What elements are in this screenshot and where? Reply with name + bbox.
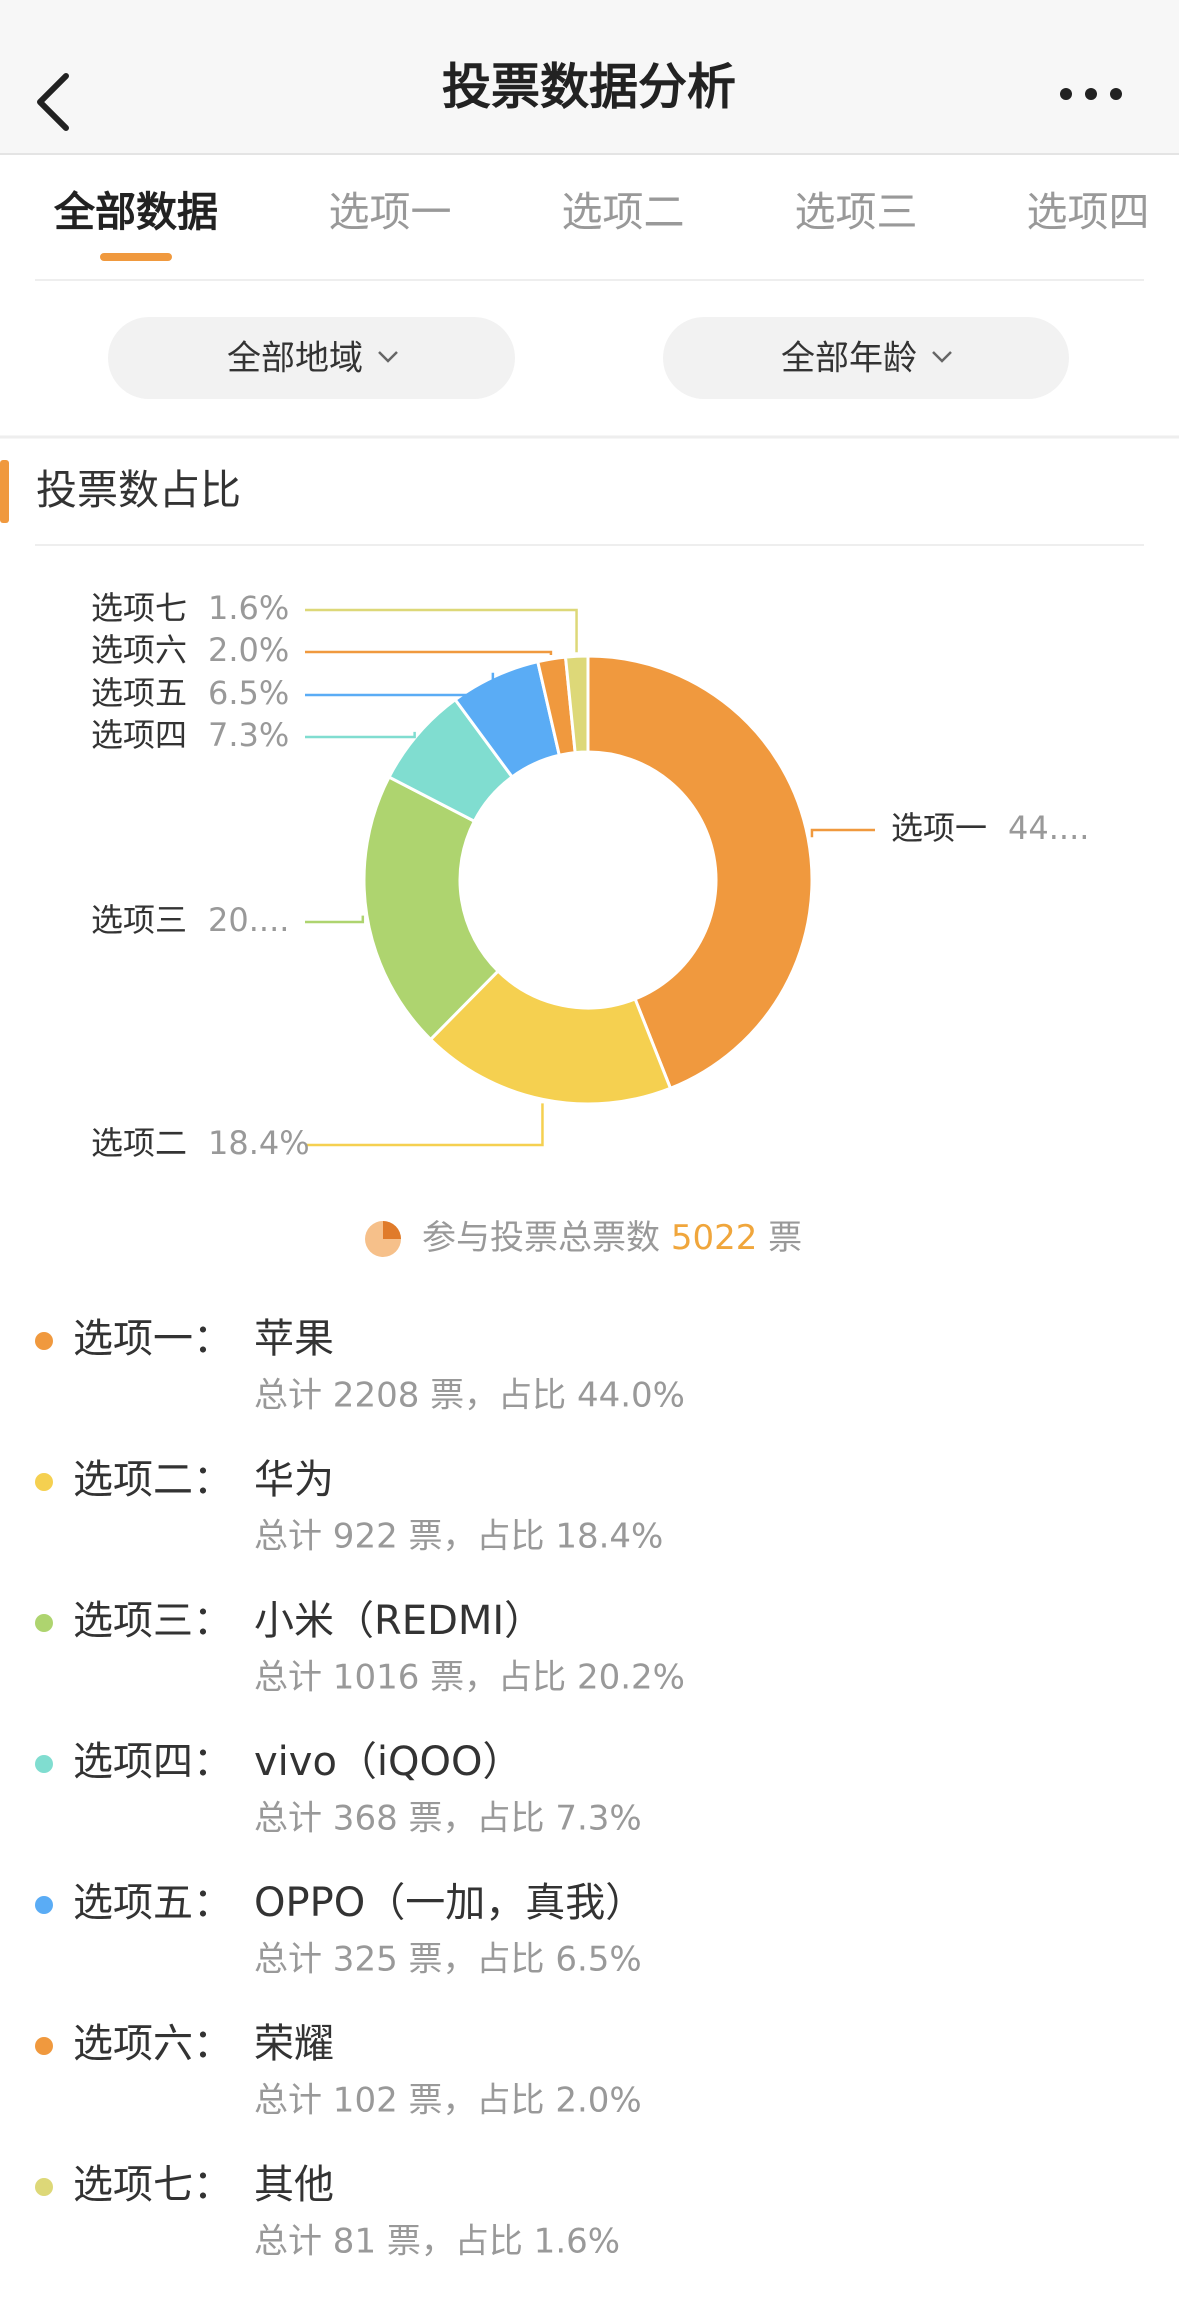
slice-label: 选项七 [91,589,187,627]
option-label: 选项四： [73,1739,233,1785]
filter-label: 全部地域 [227,339,363,379]
slice-label: 选项六 [91,631,187,669]
slice [563,654,590,755]
total-line: 参与投票总票数 5022 票 [422,1218,802,1258]
slice [586,654,814,1091]
slice-value-label: 1.6% [208,589,289,627]
option-name: 其他 [254,2162,334,2208]
slice-value-label: 44.... [1008,809,1089,847]
option-detail: 总计 102 票，占比 2.0% [254,2081,642,2121]
option-dot [35,1332,53,1350]
section-marker [0,460,9,523]
more-button[interactable] [1060,88,1122,100]
option-dot [35,1896,53,1914]
option-label: 选项三： [73,1598,233,1644]
tab[interactable]: 选项一 [329,188,452,236]
leader-line [305,650,553,656]
leader-line [305,731,416,739]
option-name: 荣耀 [254,2021,334,2067]
option-label: 选项五： [73,1880,233,1926]
option-name: OPPO（一加，真我） [254,1880,645,1926]
leader-line [810,828,875,838]
option-name: vivo（iQOO） [254,1739,523,1785]
tab[interactable]: 选项四 [1027,188,1150,236]
option-name: 苹果 [254,1316,334,1362]
header-bar [0,0,1179,154]
tab[interactable]: 选项三 [795,188,918,236]
slice-label: 选项二 [91,1124,187,1162]
option-dot [35,1755,53,1773]
donut-chart: 选项一 44.... 选项二 18.4% 选项三 20.... 选项四 7.3% 选项五 6.5%… [91,589,1089,1162]
option-detail: 总计 1016 票，占比 20.2% [254,1658,685,1698]
option-label: 选项六： [73,2021,233,2067]
option-dot [35,2178,53,2196]
slice [428,968,673,1106]
slice-value-label: 2.0% [208,631,289,669]
total-label: 参与投票总票数 [422,1218,660,1258]
option-detail: 总计 325 票，占比 6.5% [254,1940,642,1980]
filter-label: 全部年龄 [781,339,917,379]
total-icon [365,1221,401,1257]
slice-value-label: 6.5% [208,674,289,712]
tab-indicator [100,253,172,261]
option-dot [35,2037,53,2055]
total-value: 5022 [671,1218,758,1258]
option-label: 选项七： [73,2162,233,2208]
option-detail: 总计 2208 票，占比 44.0% [254,1376,685,1416]
option-name: 华为 [254,1457,334,1503]
slice-label: 选项五 [91,674,187,712]
slice-value-label: 18.4% [208,1124,310,1162]
chevron [932,351,952,363]
tab-bar: 全部数据 选项一 选项二 选项三 选项四 [53,188,1150,261]
option-label: 选项二： [73,1457,233,1503]
slice-value-label: 7.3% [208,716,289,754]
chevron [378,351,398,363]
back-button[interactable] [37,73,69,131]
slice-label: 选项一 [891,809,987,847]
leader-line [305,608,578,653]
option-label: 选项一： [73,1316,233,1362]
slice-label: 选项三 [91,901,187,939]
option-detail: 总计 81 票，占比 1.6% [254,2222,620,2262]
option-dot [35,1614,53,1632]
slice [362,775,501,1042]
page-title: 投票数据分析 [442,59,736,116]
option-dot [35,1473,53,1491]
age-filter[interactable] [663,317,1069,399]
slice-value-label: 20.... [208,901,289,939]
leader-line [305,915,365,924]
slice-label: 选项四 [91,716,187,754]
region-filter[interactable] [108,317,515,399]
option-name: 小米（REDMI） [254,1598,544,1644]
tab[interactable]: 选项二 [562,188,685,236]
section-title: 投票数占比 [36,466,241,514]
total-unit: 票 [768,1218,802,1258]
option-detail: 总计 922 票，占比 18.4% [254,1517,663,1557]
leader-line [305,672,495,697]
leader-line [305,1103,544,1147]
tab[interactable]: 全部数据 [53,188,218,236]
option-detail: 总计 368 票，占比 7.3% [254,1799,642,1839]
